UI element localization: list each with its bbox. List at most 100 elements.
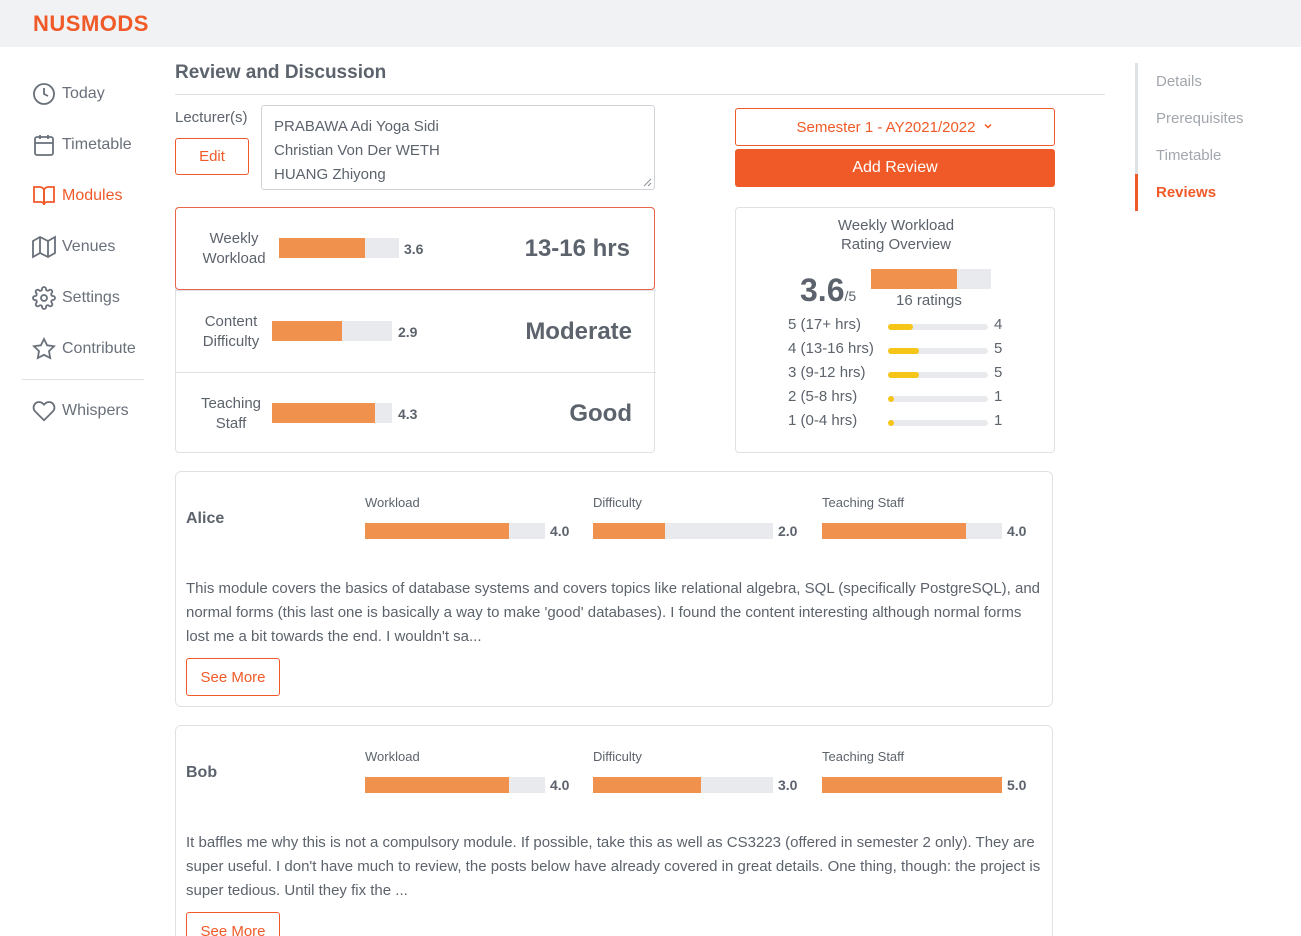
review-metric-difficulty: Difficulty 3.0 — [593, 749, 798, 793]
review-metric-workload: Workload 4.0 — [365, 495, 570, 539]
sidebar-item-label: Timetable — [62, 135, 132, 153]
metric-value: 4.0 — [550, 523, 570, 539]
sidebar-divider — [22, 379, 144, 380]
section-nav-details[interactable]: Details — [1156, 73, 1202, 90]
see-more-button[interactable]: See More — [186, 658, 280, 696]
overview-average: 3.6/5 — [800, 272, 857, 308]
review-text: This module covers the basics of databas… — [186, 580, 1041, 645]
review-card: Bob Workload 4.0 Difficulty 3.0 Teaching… — [175, 725, 1053, 936]
summary-verdict: 13-16 hrs — [524, 235, 630, 262]
distribution-bar — [888, 324, 988, 330]
star-icon — [32, 336, 56, 361]
review-text: It baffles me why this is not a compulso… — [186, 834, 1041, 899]
summary-verdict: Good — [569, 400, 632, 427]
summary-bar — [279, 238, 399, 258]
sidebar-item-label: Whispers — [62, 401, 129, 419]
review-metric-difficulty: Difficulty 2.0 — [593, 495, 798, 539]
sidebar-item-settings[interactable]: Settings — [22, 272, 144, 323]
distribution-bar — [888, 420, 988, 426]
sidebar-item-label: Modules — [62, 186, 123, 204]
sidebar-item-label: Settings — [62, 288, 120, 306]
distribution-row: 3 (9-12 hrs) 5 — [788, 364, 1003, 381]
sidebar-item-label: Venues — [62, 237, 116, 255]
metric-bar — [822, 777, 1002, 793]
calendar-icon — [32, 133, 56, 157]
distribution-bar — [888, 372, 988, 378]
ratings-summary: Weekly Workload 3.6 13-16 hrs Content Di… — [175, 207, 656, 454]
distribution-row: 5 (17+ hrs) 4 — [788, 316, 1003, 333]
section-nav-reviews[interactable]: Reviews — [1135, 174, 1275, 211]
distribution-row: 1 (0-4 hrs) 1 — [788, 412, 1003, 429]
nusmods-logo[interactable]: NUSMODS — [33, 11, 149, 36]
metric-value: 4.0 — [550, 777, 570, 793]
review-metric-workload: Workload 4.0 — [365, 749, 570, 793]
summary-score: 3.6 — [404, 241, 424, 257]
summary-label: Weekly Workload — [202, 230, 266, 267]
heart-icon — [32, 399, 56, 423]
lecturer-name: Christian Von Der WETH — [274, 142, 440, 159]
distribution-row: 4 (13-16 hrs) 5 — [788, 340, 1003, 357]
summary-score: 2.9 — [398, 324, 418, 340]
summary-bar — [272, 403, 392, 423]
summary-label: Teaching Staff — [200, 395, 262, 432]
summary-score: 4.3 — [398, 406, 418, 422]
add-review-button[interactable]: Add Review — [735, 149, 1055, 187]
resize-grip-icon[interactable] — [642, 177, 652, 187]
metric-bar — [593, 777, 773, 793]
summary-row-workload[interactable]: Weekly Workload 3.6 13-16 hrs — [175, 207, 655, 290]
summary-row-difficulty[interactable]: Content Difficulty 2.9 Moderate — [176, 290, 656, 372]
lecturers-textarea[interactable]: PRABAWA Adi Yoga Sidi Christian Von Der … — [261, 105, 655, 190]
section-nav-timetable[interactable]: Timetable — [1156, 147, 1222, 164]
section-nav: Details Prerequisites Timetable Reviews — [1135, 63, 1275, 211]
clock-icon — [32, 82, 56, 106]
summary-bar — [272, 321, 392, 341]
metric-value: 2.0 — [778, 523, 798, 539]
summary-label: Content Difficulty — [202, 313, 260, 350]
metric-bar — [822, 523, 1002, 539]
review-author: Bob — [186, 764, 218, 781]
review-metric-teaching: Teaching Staff 5.0 — [822, 749, 1027, 793]
distribution-row: 2 (5-8 hrs) 1 — [788, 388, 1003, 405]
lecturer-name: HUANG Zhiyong — [274, 166, 386, 183]
sidebar-item-label: Contribute — [62, 339, 136, 357]
metric-bar — [365, 523, 545, 539]
distribution-bar — [888, 396, 988, 402]
sidebar-item-whispers[interactable]: Whispers — [22, 385, 144, 436]
summary-verdict: Moderate — [525, 318, 632, 345]
sidebar-item-timetable[interactable]: Timetable — [22, 119, 144, 170]
see-more-button[interactable]: See More — [186, 912, 280, 936]
edit-lecturers-button[interactable]: Edit — [175, 138, 249, 175]
section-title: Review and Discussion — [175, 62, 387, 83]
map-icon — [32, 234, 56, 259]
metric-value: 5.0 — [1007, 777, 1027, 793]
lecturers-label: Lecturer(s) — [175, 109, 248, 126]
review-card: Alice Workload 4.0 Difficulty 2.0 Teachi… — [175, 471, 1053, 707]
sidebar-item-venues[interactable]: Venues — [22, 221, 144, 272]
overview-title: Weekly Workload Rating Overview — [837, 217, 955, 253]
review-author: Alice — [186, 510, 225, 527]
workload-overview: Weekly Workload Rating Overview 3.6/5 16… — [735, 207, 1055, 453]
sidebar: Today Timetable Modules Venues Settings … — [22, 68, 144, 436]
ratings-count: 16 ratings — [896, 292, 962, 309]
summary-row-teaching[interactable]: Teaching Staff 4.3 Good — [176, 372, 656, 454]
distribution-bar — [888, 348, 988, 354]
book-open-icon — [32, 184, 56, 208]
sidebar-item-contribute[interactable]: Contribute — [22, 323, 144, 374]
metric-bar — [365, 777, 545, 793]
review-metric-teaching: Teaching Staff 4.0 — [822, 495, 1027, 539]
metric-value: 4.0 — [1007, 523, 1027, 539]
overview-bar — [871, 269, 991, 289]
chevron-down-icon — [982, 119, 994, 136]
metric-bar — [593, 523, 773, 539]
sidebar-item-label: Today — [62, 84, 105, 102]
sidebar-item-modules[interactable]: Modules — [22, 170, 144, 221]
sidebar-item-today[interactable]: Today — [22, 68, 144, 119]
section-divider — [175, 94, 1105, 95]
top-bar: NUSMODS — [0, 0, 1301, 47]
semester-select-value: Semester 1 - AY2021/2022 — [796, 118, 976, 136]
lecturer-name: PRABAWA Adi Yoga Sidi — [274, 118, 439, 135]
semester-select[interactable]: Semester 1 - AY2021/2022 — [735, 108, 1055, 146]
metric-value: 3.0 — [778, 777, 798, 793]
gear-icon — [32, 285, 56, 310]
section-nav-prerequisites[interactable]: Prerequisites — [1156, 110, 1244, 127]
